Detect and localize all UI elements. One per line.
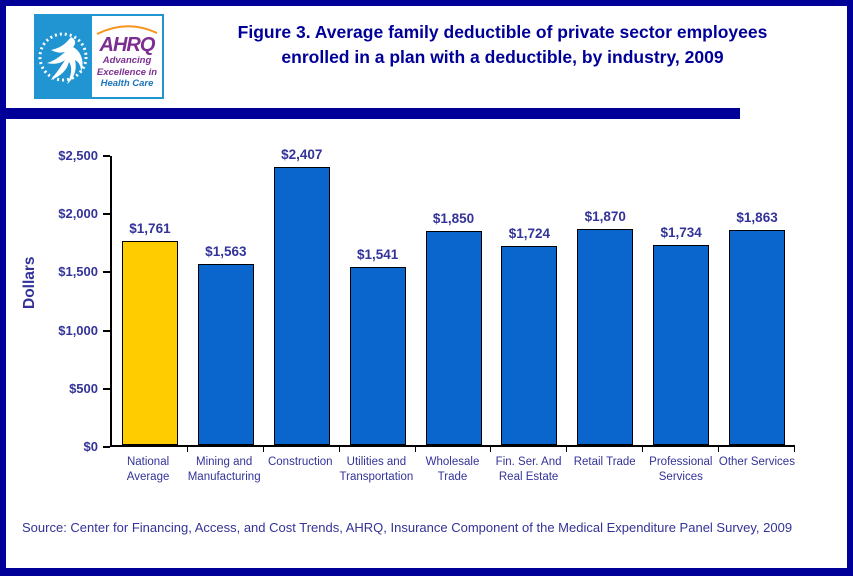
x-axis-label-national-average: National Average xyxy=(126,456,170,483)
bar-column-mining-and-manufacturing: $1,563 xyxy=(188,156,264,445)
bar-column-utilities-and-transportation: $1,541 xyxy=(340,156,416,445)
x-axis-tick-mark xyxy=(566,447,568,452)
x-axis-label-professional-services: Professional Services xyxy=(649,456,713,483)
value-label-national-average: $1,761 xyxy=(129,221,171,237)
logo-tagline-line1: Advancing xyxy=(102,54,152,66)
x-axis-tick-mark xyxy=(338,447,340,452)
bar-column-fin-ser-and-real-estate: $1,724 xyxy=(491,156,567,445)
page-title-line1: Figure 3. Average family deductible of p… xyxy=(237,22,768,42)
bar-mining-and-manufacturing xyxy=(197,264,254,445)
value-label-construction: $2,407 xyxy=(281,146,323,162)
bar-national-average xyxy=(121,241,178,445)
y-axis-title: Dollars xyxy=(21,256,38,309)
bar-chart: Dollars $1,761 $1,563 $2,407 $1,541 $1,850 $1… xyxy=(6,130,847,510)
x-axis-tick-mark xyxy=(718,447,720,452)
y-axis-tick-label: $0 xyxy=(83,439,98,454)
bar-column-wholesale-trade: $1,850 xyxy=(416,156,492,445)
x-axis-label-other-services: Other Services xyxy=(718,456,795,468)
x-axis-tick-mark xyxy=(642,447,644,452)
bar-fin-ser-and-real-estate xyxy=(501,245,558,445)
source-note: Source: Center for Financing, Access, an… xyxy=(22,520,793,535)
x-axis-labels: National Average Mining and Manufacturing Co… xyxy=(110,455,795,485)
x-axis-label-wholesale-trade: Wholesale Trade xyxy=(425,456,480,483)
y-axis-tick-label: $500 xyxy=(69,380,98,396)
bar-construction xyxy=(273,166,330,445)
x-axis-tick-mark xyxy=(262,447,264,452)
value-label-professional-services: $1,734 xyxy=(660,224,702,240)
bar-other-services xyxy=(729,229,786,445)
header-divider-bar xyxy=(6,108,740,119)
y-axis-tick-mark xyxy=(103,271,110,274)
value-label-fin-ser-and-real-estate: $1,724 xyxy=(508,225,551,241)
y-axis-tick-mark xyxy=(103,155,110,157)
bar-column-other-services: $1,863 xyxy=(719,156,795,445)
value-label-retail-trade: $1,870 xyxy=(584,208,626,224)
y-axis-tick-label: $1,000 xyxy=(58,322,98,338)
y-axis-tick-label: $2,000 xyxy=(58,206,98,222)
logo-tagline-line2: Excellence in xyxy=(96,66,158,78)
x-axis-label-retail-trade: Retail Trade xyxy=(573,456,636,468)
page-title: Figure 3. Average family deductible of p… xyxy=(176,20,829,71)
bar-column-retail-trade: $1,870 xyxy=(567,156,643,445)
bar-column-construction: $2,407 xyxy=(264,147,340,445)
ahrq-wordmark: AHRQ xyxy=(99,33,156,56)
bar-column-professional-services: $1,734 xyxy=(643,156,719,445)
ahrq-wordmark-panel: AHRQ Advancing Excellence in Health Care xyxy=(92,14,164,99)
x-axis-label-construction: Construction xyxy=(267,456,333,468)
y-axis-tick-label: $1,500 xyxy=(58,264,98,280)
bar-columns: $1,761 $1,563 $2,407 $1,541 $1,850 $1,724 $1,8… xyxy=(112,147,795,445)
logo-arc-icon xyxy=(96,24,158,35)
y-axis-tick-mark xyxy=(103,387,110,390)
x-axis-tick-mark xyxy=(186,447,188,452)
x-axis-label-fin-ser-and-real-estate: Fin. Ser. And Real Estate xyxy=(495,456,562,483)
hhs-seal-icon xyxy=(34,14,92,99)
x-axis-label-mining-and-manufacturing: Mining and Manufacturing xyxy=(187,456,261,483)
bar-column-national-average: $1,761 xyxy=(112,156,188,445)
value-label-other-services: $1,863 xyxy=(736,209,778,225)
x-axis-label-utilities-and-transportation: Utilities and Transportation xyxy=(339,456,414,483)
y-axis-tick-mark xyxy=(103,329,110,332)
x-axis-tick-mark xyxy=(414,447,416,452)
x-axis-tick-mark xyxy=(794,447,795,452)
y-axis-tick-mark xyxy=(103,446,110,448)
bar-retail-trade xyxy=(577,228,634,445)
ahrq-hhs-logo: AHRQ Advancing Excellence in Health Care xyxy=(34,14,164,99)
value-label-mining-and-manufacturing: $1,563 xyxy=(205,244,247,260)
page-title-line2: enrolled in a plan with a deductible, by… xyxy=(281,47,724,68)
value-label-wholesale-trade: $1,850 xyxy=(432,211,475,227)
bar-professional-services xyxy=(653,244,710,445)
y-axis-tick-mark xyxy=(103,213,110,216)
plot-area: $1,761 $1,563 $2,407 $1,541 $1,850 $1,724 $1,8… xyxy=(110,147,795,452)
x-axis-tick-mark xyxy=(490,447,492,452)
bar-utilities-and-transportation xyxy=(349,266,406,445)
hhs-eagle-icon xyxy=(38,32,88,84)
bar-wholesale-trade xyxy=(425,231,482,445)
value-label-utilities-and-transportation: $1,541 xyxy=(356,246,399,262)
y-axis-tick-label: $2,500 xyxy=(58,148,98,163)
logo-tagline-line3: Health Care xyxy=(100,78,154,90)
